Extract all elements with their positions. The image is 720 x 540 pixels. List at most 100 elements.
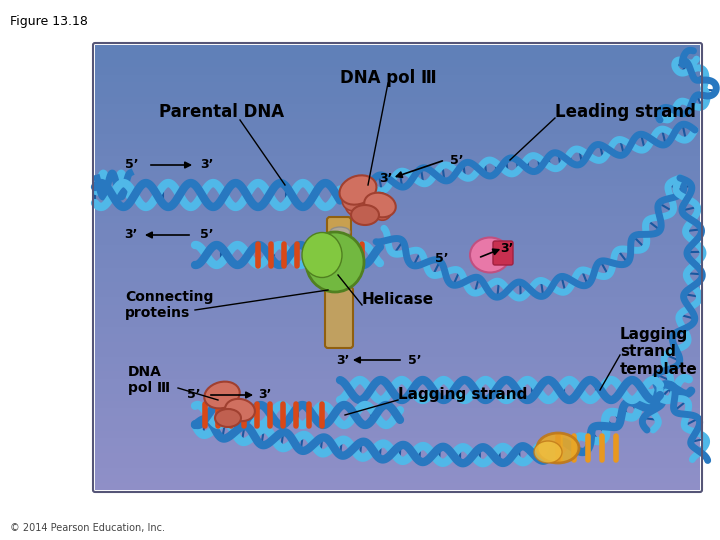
Bar <box>95 408 700 416</box>
Ellipse shape <box>537 433 579 463</box>
Text: DNA
pol Ⅲ: DNA pol Ⅲ <box>128 365 170 395</box>
Bar <box>95 164 700 171</box>
Bar <box>95 453 700 460</box>
Bar <box>95 82 700 90</box>
Text: 5’: 5’ <box>186 388 200 402</box>
Bar <box>95 208 700 215</box>
Bar <box>95 334 700 342</box>
Bar <box>95 60 700 68</box>
Bar <box>95 386 700 394</box>
Bar <box>95 483 700 490</box>
Bar <box>95 119 700 126</box>
Text: 3’: 3’ <box>200 159 213 172</box>
Text: Helicase: Helicase <box>362 293 434 307</box>
Text: DNA pol Ⅲ: DNA pol Ⅲ <box>340 69 436 87</box>
Bar <box>95 112 700 119</box>
Bar <box>95 134 700 141</box>
Ellipse shape <box>225 399 255 421</box>
Bar <box>95 431 700 438</box>
Text: 5’: 5’ <box>200 228 214 241</box>
Bar <box>95 401 700 408</box>
Bar <box>95 260 700 267</box>
Bar <box>95 275 700 282</box>
Bar <box>95 290 700 297</box>
Bar <box>95 438 700 446</box>
Text: Lagging strand: Lagging strand <box>398 388 527 402</box>
Ellipse shape <box>470 238 510 273</box>
Bar <box>95 171 700 179</box>
Ellipse shape <box>370 193 392 220</box>
Bar <box>95 372 700 379</box>
Text: 5’: 5’ <box>450 153 464 166</box>
Bar <box>95 97 700 104</box>
Bar <box>95 104 700 112</box>
Text: 5’: 5’ <box>125 159 138 172</box>
Bar <box>95 349 700 356</box>
Text: 3’: 3’ <box>258 388 271 402</box>
Ellipse shape <box>340 176 377 205</box>
Bar <box>95 52 700 60</box>
Bar <box>95 327 700 334</box>
Bar <box>95 238 700 245</box>
Text: © 2014 Pearson Education, Inc.: © 2014 Pearson Education, Inc. <box>10 523 165 533</box>
Bar <box>95 364 700 372</box>
Text: 5’: 5’ <box>408 354 421 367</box>
Bar <box>95 468 700 475</box>
Ellipse shape <box>330 240 350 250</box>
Bar <box>95 245 700 253</box>
FancyBboxPatch shape <box>325 287 353 348</box>
Bar <box>95 223 700 231</box>
Bar <box>95 356 700 364</box>
Bar <box>95 186 700 193</box>
Text: 3’: 3’ <box>379 172 393 185</box>
Ellipse shape <box>345 195 373 218</box>
Bar <box>95 215 700 223</box>
Bar <box>95 141 700 149</box>
Ellipse shape <box>215 409 241 427</box>
Bar <box>95 342 700 349</box>
Bar <box>95 416 700 423</box>
Ellipse shape <box>342 188 370 211</box>
Text: 3’: 3’ <box>500 241 513 254</box>
Bar <box>95 320 700 327</box>
FancyBboxPatch shape <box>327 217 351 303</box>
Bar <box>95 297 700 305</box>
Text: Leading strand: Leading strand <box>555 103 696 121</box>
Bar <box>95 126 700 134</box>
Ellipse shape <box>534 441 562 463</box>
Bar <box>95 45 700 52</box>
Ellipse shape <box>330 227 350 237</box>
Bar <box>95 267 700 275</box>
Bar <box>95 394 700 401</box>
Bar <box>95 149 700 156</box>
Bar <box>95 75 700 82</box>
Ellipse shape <box>302 233 342 278</box>
Text: Figure 13.18: Figure 13.18 <box>10 16 88 29</box>
Bar <box>95 305 700 312</box>
Bar <box>95 460 700 468</box>
Bar <box>95 423 700 431</box>
Bar <box>95 156 700 164</box>
Ellipse shape <box>351 205 379 225</box>
Bar <box>95 179 700 186</box>
Ellipse shape <box>364 193 396 217</box>
Bar <box>95 379 700 386</box>
Bar <box>95 193 700 201</box>
Ellipse shape <box>306 232 364 292</box>
Text: Lagging
strand
template: Lagging strand template <box>620 327 698 377</box>
Ellipse shape <box>330 253 350 263</box>
Bar <box>95 90 700 97</box>
Bar <box>95 68 700 75</box>
Text: Parental DNA: Parental DNA <box>159 103 284 121</box>
Bar <box>95 201 700 208</box>
Bar <box>95 231 700 238</box>
Bar <box>95 282 700 290</box>
FancyBboxPatch shape <box>493 241 513 265</box>
Text: 3’: 3’ <box>337 354 350 367</box>
Bar <box>95 475 700 483</box>
Bar <box>95 253 700 260</box>
Text: 3’: 3’ <box>125 228 138 241</box>
Ellipse shape <box>204 382 240 408</box>
Text: 5’: 5’ <box>434 252 448 265</box>
Text: Connecting
proteins: Connecting proteins <box>125 290 213 320</box>
